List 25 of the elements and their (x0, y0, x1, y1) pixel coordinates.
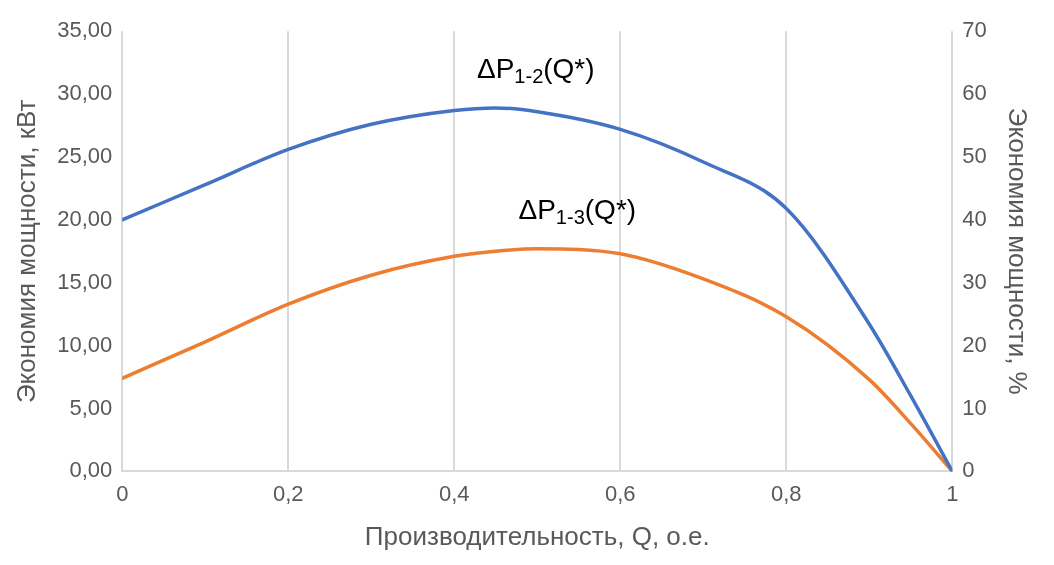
y2-tick-label: 20 (962, 331, 987, 357)
x-tick-label: 0,8 (771, 480, 802, 506)
y-tick-label: 30,00 (57, 80, 113, 106)
x-tick-label: 0,2 (272, 480, 304, 506)
x-tick-label: 1 (946, 480, 959, 506)
x-tick-label: 0 (116, 480, 129, 506)
y2-tick-label: 70 (962, 17, 987, 43)
y2-tick-label: 30 (962, 268, 987, 294)
y-tick-label: 0,00 (69, 457, 113, 483)
y2-tick-label: 40 (962, 205, 987, 231)
y-tick-label: 10,00 (57, 331, 113, 357)
x-tick-label: 0,6 (605, 480, 636, 506)
y-tick-label: 5,00 (69, 394, 113, 420)
y-tick-label: 35,00 (57, 17, 113, 43)
y2-tick-label: 50 (962, 143, 987, 169)
y2-tick-label: 60 (962, 80, 987, 106)
y-tick-label: 25,00 (57, 143, 113, 169)
y2-axis-title: Экономия мощности, % (1003, 107, 1034, 395)
y-axis-title: Экономия мощности, кВт (10, 99, 41, 404)
x-axis-title: Производительность, Q, о.е. (364, 520, 710, 551)
x-tick-label: 0,4 (438, 480, 470, 506)
y-tick-label: 15,00 (57, 268, 113, 294)
y-tick-label: 20,00 (57, 205, 113, 231)
y2-tick-label: 0 (962, 457, 975, 483)
y2-tick-label: 10 (962, 394, 987, 420)
